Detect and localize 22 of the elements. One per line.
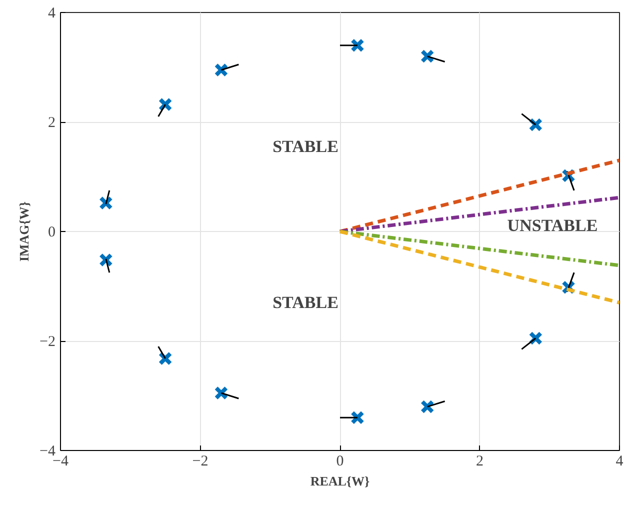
annotation: UNSTABLE: [507, 216, 598, 235]
y-tick-label: 2: [48, 115, 56, 131]
x-axis-title: REAL{W}: [310, 474, 370, 488]
point: [214, 386, 228, 400]
y-tick-label: 4: [48, 6, 56, 22]
point: [350, 38, 364, 52]
point: [158, 352, 172, 366]
y-tick-label: −4: [40, 444, 56, 460]
point: [420, 49, 434, 64]
point: [214, 63, 228, 77]
y-tick-label: −2: [40, 334, 56, 350]
x-tick-label: 0: [336, 454, 344, 470]
x-tick-label: 4: [616, 454, 624, 470]
point: [350, 410, 364, 425]
point: [420, 400, 434, 414]
point: [158, 98, 172, 112]
annotation: STABLE: [272, 137, 338, 156]
y-tick-label: 0: [48, 224, 56, 240]
x-tick-label: 2: [476, 454, 484, 470]
y-axis-title: IMAG{W}: [16, 201, 32, 262]
x-tick-label: −2: [192, 454, 208, 470]
annotation: STABLE: [272, 293, 338, 312]
